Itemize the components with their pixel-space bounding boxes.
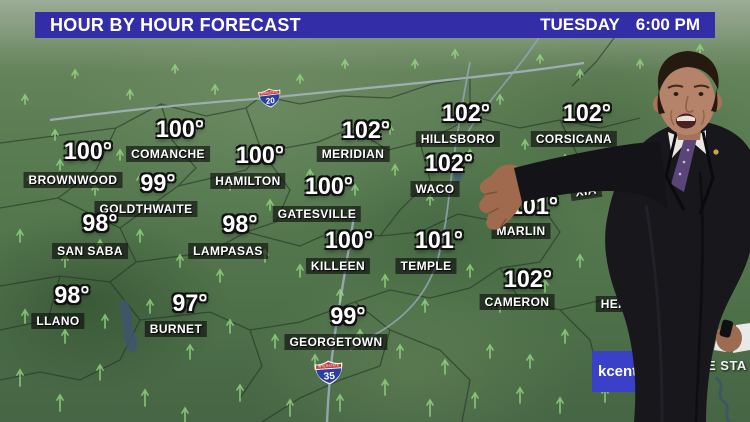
temp-label-san-saba: 98° [82,210,118,237]
temp-label-waco: 102° [424,150,474,177]
city-label-llano: LLANO [31,313,85,329]
city-label-cameron: CAMERON [479,294,555,310]
temp-label-brownwood: 100° [63,138,113,165]
banner-time: 6:00 PM [635,15,700,34]
city-label-marlin: MARLIN [491,223,551,239]
banner-title: HOUR BY HOUR FORECAST [50,14,301,35]
city-label-meridian: MERIDIAN [316,146,390,162]
city-label-georgetown: GEORGETOWN [284,334,388,350]
temp-label-hamilton: 100° [235,142,285,169]
city-label-waco: WACO [410,181,460,197]
temp-label-burnet: 97° [172,290,208,317]
banner-datetime: TUESDAY 6:00 PM [540,15,700,35]
temp-label-georgetown: 99° [330,303,366,330]
corner-branding-glyph [714,323,750,353]
temp-label-corsicana: 102° [562,100,612,127]
city-label-comanche: COMANCHE [126,146,210,162]
temp-label-lampasas: 98° [222,211,258,238]
city-label-corsicana: CORSICANA [530,131,618,147]
city-label-gatesville: GATESVILLE [272,206,362,222]
temp-label-comanche: 100° [155,116,205,143]
city-label-lampasas: LAMPASAS [188,243,268,259]
partial-city-label-0: XIA [569,180,603,202]
temp-label-killeen: 100° [324,227,374,254]
temp-label-marlin: 101° [509,193,559,220]
temp-label-hillsboro: 102° [441,100,491,127]
city-label-killeen: KILLEEN [305,258,371,274]
temp-label-llano: 98° [54,282,90,309]
city-label-hamilton: HAMILTON [210,173,286,189]
temp-label-gatesville: 100° [304,173,354,200]
partial-city-label-1: HEA [595,296,633,312]
station-logo: kcent [592,351,638,392]
banner-day: TUESDAY [540,15,620,34]
temp-label-meridian: 102° [341,117,391,144]
temp-label-goldthwaite: 99° [140,170,176,197]
city-label-brownwood: BROWNWOOD [23,172,123,188]
corner-branding-text: E STA [707,358,747,373]
city-label-san-saba: SAN SABA [52,243,128,259]
city-label-temple: TEMPLE [395,258,457,274]
forecast-banner: HOUR BY HOUR FORECAST TUESDAY 6:00 PM [35,12,715,38]
station-logo-text: kcent [598,363,638,380]
city-label-hillsboro: HILLSBORO [415,131,501,147]
temp-label-temple: 101° [414,227,464,254]
temp-label-cameron: 102° [503,266,553,293]
city-label-burnet: BURNET [144,321,208,337]
